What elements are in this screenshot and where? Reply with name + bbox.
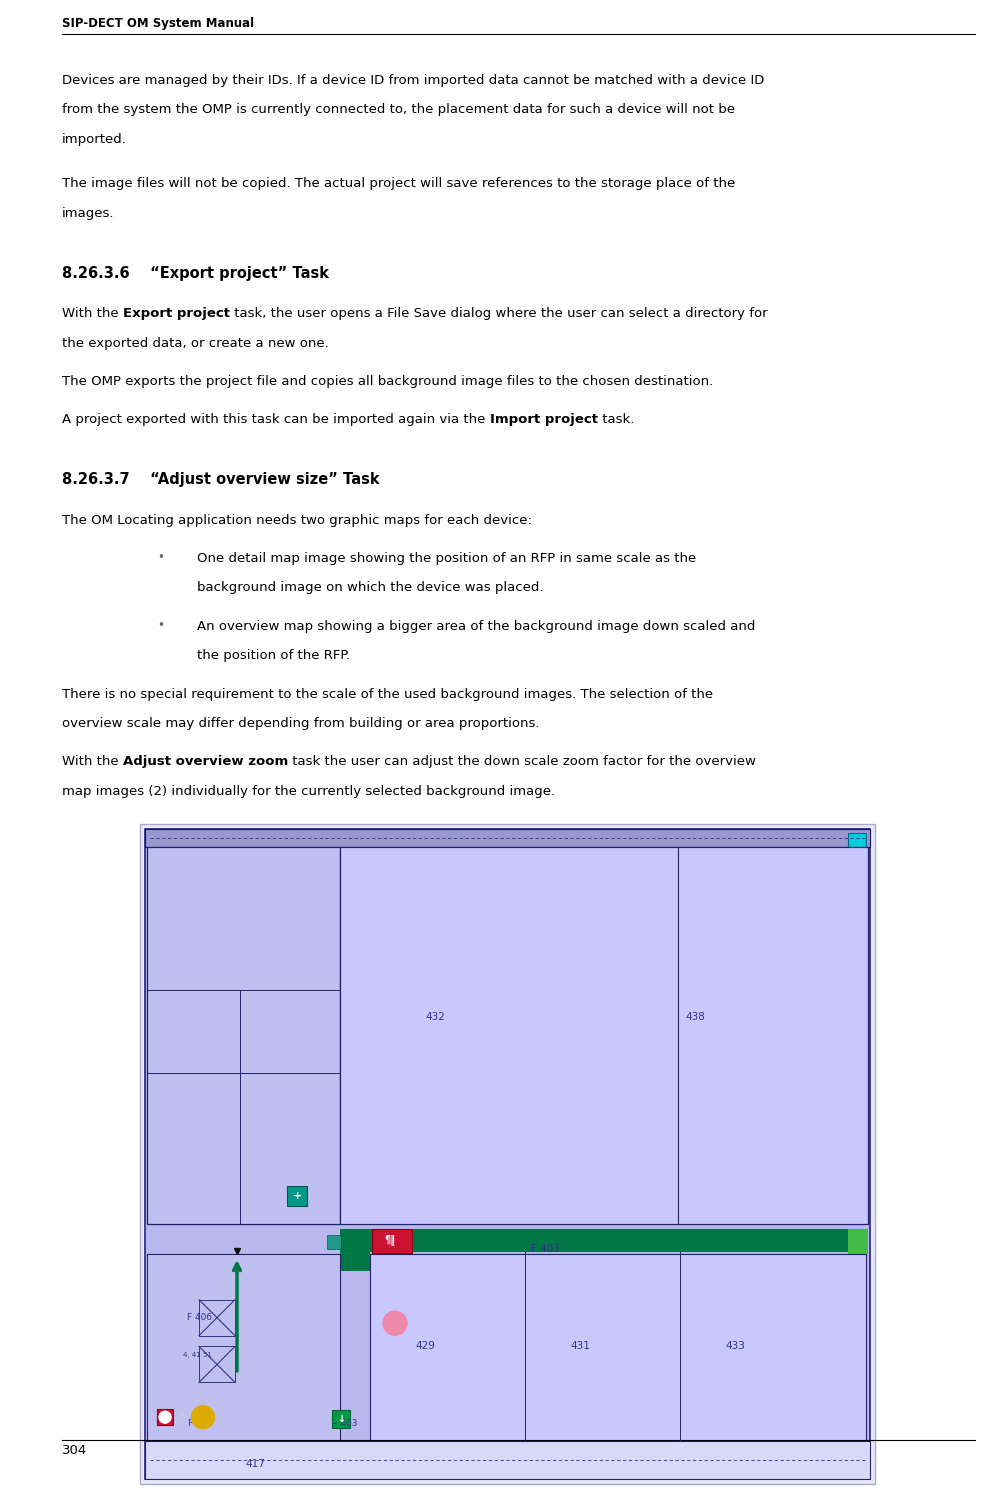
Bar bbox=[147, 1255, 340, 1441]
Text: 417: 417 bbox=[245, 1459, 265, 1470]
Bar bbox=[372, 1229, 412, 1253]
Text: – 403: – 403 bbox=[333, 1419, 358, 1428]
Text: Import project: Import project bbox=[490, 413, 597, 427]
Circle shape bbox=[159, 1411, 171, 1423]
Text: 4, 41 51: 4, 41 51 bbox=[182, 1352, 211, 1358]
Text: With the: With the bbox=[62, 307, 123, 321]
Bar bbox=[199, 1346, 235, 1383]
Text: •: • bbox=[157, 619, 164, 631]
Text: A project exported with this task can be imported again via the: A project exported with this task can be… bbox=[62, 413, 490, 427]
Bar bbox=[199, 1300, 235, 1335]
Text: 432: 432 bbox=[425, 1012, 445, 1022]
Text: background image on which the device was placed.: background image on which the device was… bbox=[197, 582, 543, 594]
Bar bbox=[145, 1441, 870, 1479]
Text: from the system the OMP is currently connected to, the placement data for such a: from the system the OMP is currently con… bbox=[62, 103, 735, 116]
Bar bbox=[147, 847, 340, 1225]
Bar bbox=[848, 1229, 868, 1255]
Bar bbox=[370, 1255, 866, 1441]
Text: overview scale may differ depending from building or area proportions.: overview scale may differ depending from… bbox=[62, 718, 539, 730]
Text: ¶‖: ¶‖ bbox=[385, 1235, 396, 1246]
Text: task, the user opens a File Save dialog where the user can select a directory fo: task, the user opens a File Save dialog … bbox=[229, 307, 768, 321]
Text: An overview map showing a bigger area of the background image down scaled and: An overview map showing a bigger area of… bbox=[197, 619, 756, 633]
Text: •: • bbox=[157, 551, 164, 564]
Circle shape bbox=[383, 1311, 407, 1335]
Text: 431: 431 bbox=[570, 1341, 590, 1350]
Text: Adjust overview zoom: Adjust overview zoom bbox=[123, 755, 289, 768]
Text: 8.26.3.6    “Export project” Task: 8.26.3.6 “Export project” Task bbox=[62, 266, 329, 280]
Text: Devices are managed by their IDs. If a device ID from imported data cannot be ma: Devices are managed by their IDs. If a d… bbox=[62, 75, 765, 87]
Text: 433: 433 bbox=[725, 1341, 744, 1350]
Bar bbox=[332, 1410, 350, 1428]
Text: ↓: ↓ bbox=[337, 1414, 345, 1423]
Text: task.: task. bbox=[597, 413, 634, 427]
Bar bbox=[140, 824, 875, 1485]
Text: 438: 438 bbox=[685, 1012, 705, 1022]
Bar bbox=[145, 830, 870, 1479]
Text: F 402: F 402 bbox=[187, 1419, 212, 1428]
Text: 304: 304 bbox=[62, 1444, 87, 1458]
Text: With the: With the bbox=[62, 755, 123, 768]
Bar bbox=[848, 833, 866, 858]
Text: Export project: Export project bbox=[123, 307, 229, 321]
Bar bbox=[340, 847, 868, 1225]
Text: imported.: imported. bbox=[62, 133, 127, 146]
Text: the position of the RFP.: the position of the RFP. bbox=[197, 649, 351, 662]
Bar bbox=[145, 830, 870, 847]
Text: map images (2) individually for the currently selected background image.: map images (2) individually for the curr… bbox=[62, 785, 555, 798]
Text: SIP-DECT OM System Manual: SIP-DECT OM System Manual bbox=[62, 16, 255, 30]
Text: F 406: F 406 bbox=[187, 1313, 212, 1322]
Text: images.: images. bbox=[62, 207, 114, 219]
Bar bbox=[287, 1186, 307, 1206]
Bar bbox=[340, 1229, 868, 1252]
Text: 8.26.3.7    “Adjust overview size” Task: 8.26.3.7 “Adjust overview size” Task bbox=[62, 473, 380, 488]
Text: +: + bbox=[293, 1191, 302, 1201]
Text: F 403: F 403 bbox=[531, 1244, 559, 1253]
Circle shape bbox=[191, 1405, 214, 1429]
Text: the exported data, or create a new one.: the exported data, or create a new one. bbox=[62, 337, 329, 349]
Text: The image files will not be copied. The actual project will save references to t: The image files will not be copied. The … bbox=[62, 178, 735, 191]
Text: The OMP exports the project file and copies all background image files to the ch: The OMP exports the project file and cop… bbox=[62, 374, 713, 388]
Text: 429: 429 bbox=[415, 1341, 435, 1350]
Bar bbox=[327, 1235, 341, 1249]
Text: One detail map image showing the position of an RFP in same scale as the: One detail map image showing the positio… bbox=[197, 552, 696, 565]
Text: task the user can adjust the down scale zoom factor for the overview: task the user can adjust the down scale … bbox=[289, 755, 756, 768]
Bar bbox=[340, 1252, 370, 1271]
Text: The OM Locating application needs two graphic maps for each device:: The OM Locating application needs two gr… bbox=[62, 513, 532, 527]
Bar bbox=[157, 1410, 173, 1425]
Text: *: * bbox=[179, 1410, 186, 1423]
Text: There is no special requirement to the scale of the used background images. The : There is no special requirement to the s… bbox=[62, 688, 713, 701]
